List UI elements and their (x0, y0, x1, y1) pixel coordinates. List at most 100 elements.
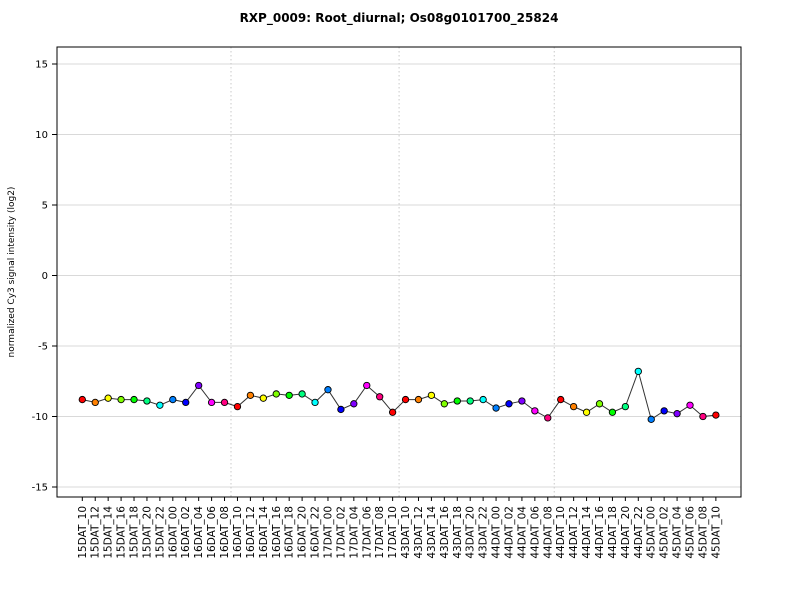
data-point-44DAT_08 (544, 414, 552, 422)
y-tick-label: 10 (35, 130, 48, 141)
x-tick-label: 45DAT_06 (685, 506, 697, 559)
x-tick-label: 43DAT_16 (439, 506, 451, 559)
x-tick-label: 43DAT_14 (426, 506, 438, 559)
x-tick-label: 16DAT_20 (297, 506, 309, 559)
data-point-44DAT_14 (582, 408, 591, 416)
data-point-45DAT_00 (647, 415, 655, 423)
x-tick-label: 44DAT_06 (529, 506, 541, 559)
x-tick-label: 17DAT_02 (335, 506, 347, 559)
data-point-43DAT_12 (414, 395, 423, 404)
x-tick-label: 45DAT_00 (646, 506, 658, 559)
x-tick-label: 16DAT_12 (245, 506, 257, 559)
x-tick-label: 16DAT_00 (167, 506, 179, 559)
x-tick-label: 17DAT_08 (374, 506, 386, 559)
data-point-16DAT_12 (246, 391, 255, 399)
data-point-15DAT_14 (104, 394, 112, 402)
x-tick-label: 17DAT_04 (348, 506, 360, 559)
x-tick-label: 43DAT_12 (413, 506, 425, 559)
x-tick-label: 16DAT_06 (206, 506, 218, 559)
data-point-17DAT_08 (376, 393, 384, 401)
y-tick-label: 15 (35, 60, 48, 71)
x-tick-label: 44DAT_10 (555, 506, 567, 559)
data-point-44DAT_12 (569, 402, 578, 411)
x-tick-label: 44DAT_14 (581, 506, 593, 559)
x-tick-label: 16DAT_14 (258, 506, 270, 559)
data-point-43DAT_16 (440, 400, 448, 408)
y-tick-label: 5 (42, 201, 48, 212)
data-point-16DAT_18 (285, 391, 293, 399)
data-point-16DAT_06 (207, 398, 216, 407)
data-point-16DAT_22 (311, 398, 319, 407)
data-point-45DAT_08 (699, 412, 707, 421)
x-tick-label: 45DAT_08 (697, 506, 709, 559)
data-point-43DAT_18 (453, 397, 461, 405)
y-axis-title: normalized Cy3 signal intensity (log2) (7, 187, 17, 358)
x-tick-label: 44DAT_04 (516, 506, 528, 559)
x-tick-label: 15DAT_10 (77, 506, 89, 559)
data-point-15DAT_20 (143, 397, 151, 405)
data-point-43DAT_20 (466, 397, 474, 405)
x-tick-label: 44DAT_16 (594, 506, 606, 559)
x-tick-label: 15DAT_20 (141, 506, 153, 559)
x-tick-label: 44DAT_12 (568, 506, 580, 559)
x-tick-label: 43DAT_18 (452, 506, 464, 559)
x-tick-label: 44DAT_08 (542, 506, 554, 559)
data-point-44DAT_06 (531, 407, 539, 415)
data-point-16DAT_14 (259, 394, 267, 402)
data-point-15DAT_18 (130, 395, 138, 404)
plot-frame (56, 46, 742, 498)
data-point-44DAT_16 (595, 400, 604, 408)
x-tick-label: 15DAT_12 (90, 506, 102, 559)
x-tick-label: 15DAT_18 (129, 506, 141, 559)
x-tick-label: 16DAT_02 (180, 506, 192, 559)
data-point-16DAT_04 (195, 381, 203, 390)
x-tick-label: 44DAT_02 (503, 506, 515, 559)
data-point-44DAT_18 (608, 408, 617, 416)
data-point-45DAT_06 (686, 401, 694, 409)
data-point-17DAT_04 (350, 400, 358, 408)
x-tick-label: 16DAT_16 (271, 506, 283, 559)
data-point-44DAT_10 (557, 395, 565, 404)
data-point-45DAT_02 (660, 407, 668, 415)
y-tick-label: -10 (32, 412, 48, 423)
x-tick-label: 43DAT_10 (400, 506, 412, 559)
x-tick-label: 17DAT_06 (361, 506, 373, 559)
x-tick-label: 17DAT_10 (387, 506, 399, 559)
data-point-15DAT_16 (117, 395, 125, 404)
data-point-45DAT_04 (673, 410, 681, 418)
data-point-17DAT_00 (324, 386, 332, 394)
data-point-17DAT_06 (363, 381, 371, 390)
x-tick-label: 15DAT_22 (154, 506, 166, 559)
data-point-43DAT_10 (401, 395, 410, 404)
y-tick-label: -5 (38, 342, 48, 353)
x-tick-label: 16DAT_10 (232, 506, 244, 559)
data-point-44DAT_00 (492, 404, 500, 412)
x-tick-label: 44DAT_22 (633, 506, 645, 559)
data-point-43DAT_22 (479, 395, 487, 404)
x-tick-label: 17DAT_00 (322, 506, 334, 559)
data-point-44DAT_04 (518, 397, 526, 405)
y-tick-label: 0 (42, 271, 48, 282)
x-tick-label: 16DAT_22 (310, 506, 322, 559)
x-tick-label: 44DAT_20 (620, 506, 632, 559)
data-point-16DAT_16 (272, 390, 280, 398)
x-tick-label: 15DAT_14 (103, 506, 115, 559)
data-point-15DAT_10 (78, 395, 86, 404)
x-tick-label: 16DAT_18 (284, 506, 296, 559)
data-point-43DAT_14 (427, 391, 436, 399)
x-tick-label: 44DAT_00 (491, 506, 503, 559)
data-point-16DAT_10 (233, 402, 242, 411)
data-point-15DAT_22 (156, 401, 164, 409)
data-point-44DAT_02 (505, 400, 513, 408)
x-tick-label: 16DAT_08 (219, 506, 231, 559)
x-tick-label: 45DAT_02 (659, 506, 671, 559)
data-point-45DAT_10 (712, 411, 720, 419)
x-tick-label: 45DAT_04 (672, 506, 684, 559)
x-tick-label: 15DAT_16 (116, 506, 128, 559)
data-point-17DAT_02 (337, 405, 345, 414)
x-tick-label: 43DAT_22 (478, 506, 490, 559)
y-tick-label: -15 (32, 483, 48, 494)
